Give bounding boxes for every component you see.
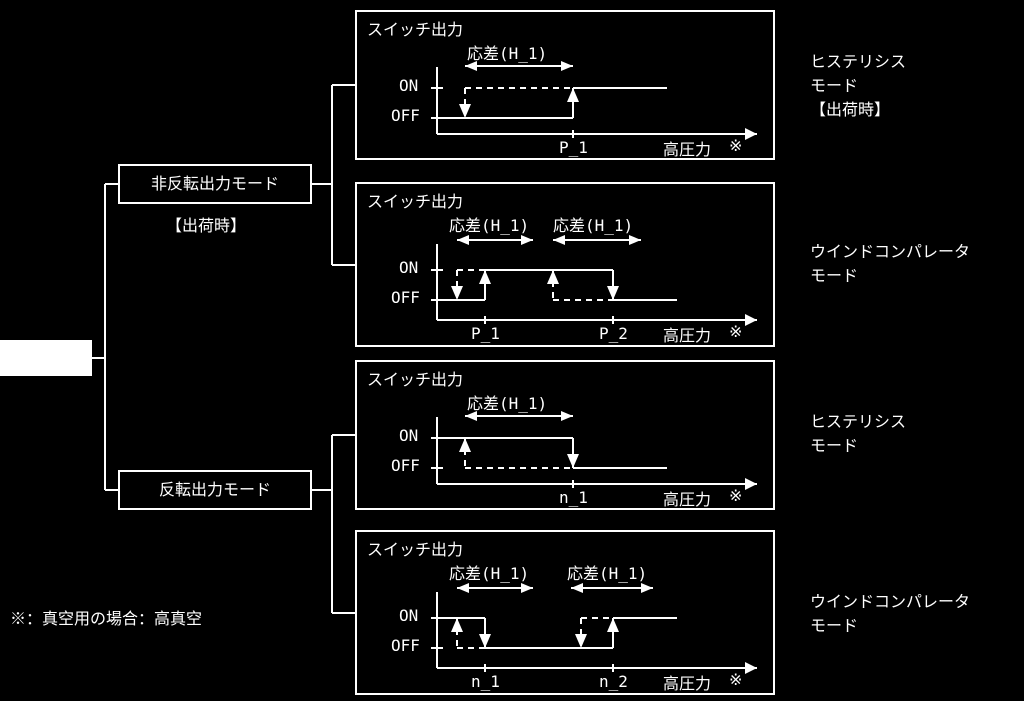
hysteresis-chart [357, 12, 777, 162]
side-window-1: ウインドコンパレータ モード [810, 240, 970, 288]
footnote: ※：真空用の場合：高真空 [10, 605, 202, 629]
window-chart [357, 184, 777, 349]
panel-hysteresis-invert: スイッチ出力 ON OFF 応差(H_1) n_1 高圧力 ※ [355, 360, 775, 510]
panel-window-invert: スイッチ出力 ON OFF 応差(H_1) 応差(H_1) n_1 n_2 高圧… [355, 530, 775, 695]
side-hysteresis-2: ヒステリシス モード [810, 410, 906, 458]
hysteresis-chart-inv [357, 362, 777, 512]
window-chart-inv [357, 532, 777, 697]
panel-hysteresis-noninvert: スイッチ出力 ON OFF 応差(H_1) P_1 高圧力 ※ [355, 10, 775, 160]
side-hysteresis-1: ヒステリシス モード 【出荷時】 [810, 50, 906, 122]
panel-window-noninvert: スイッチ出力 ON OFF 応差(H_1) 応差(H_1) P_1 P_2 高圧… [355, 182, 775, 347]
side-window-2: ウインドコンパレータ モード [810, 590, 970, 638]
side-shipping-text: 【出荷時】 [810, 100, 890, 119]
side-hysteresis-text: ヒステリシス モード [810, 52, 906, 95]
tree-connectors [0, 0, 360, 701]
